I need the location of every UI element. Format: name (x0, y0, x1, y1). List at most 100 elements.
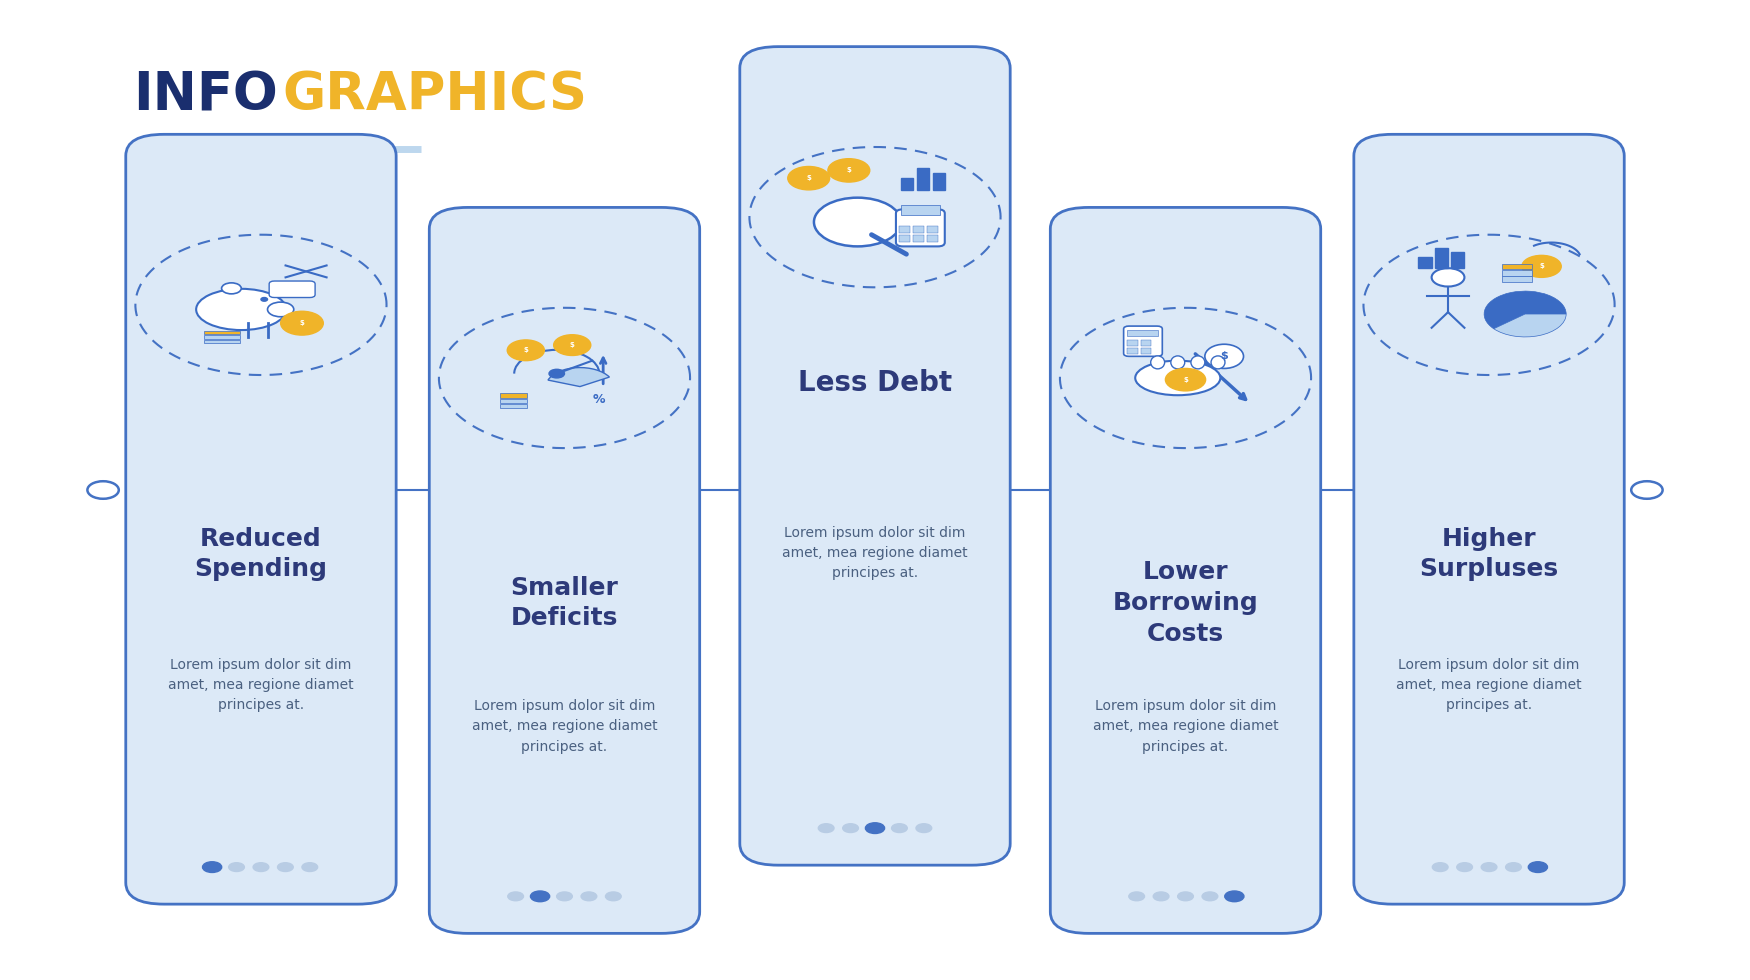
Circle shape (1505, 862, 1521, 871)
Bar (1141, 340, 1152, 346)
Bar (914, 234, 924, 241)
Text: $: $ (1538, 264, 1544, 270)
Circle shape (278, 862, 294, 871)
Bar (933, 173, 945, 190)
Circle shape (88, 481, 119, 499)
Bar (900, 234, 910, 241)
Bar (1502, 270, 1531, 275)
Bar (203, 330, 240, 334)
Circle shape (1528, 861, 1547, 872)
Text: $: $ (570, 342, 574, 348)
Bar (1419, 257, 1431, 269)
Circle shape (530, 891, 550, 902)
Circle shape (1129, 892, 1144, 901)
Circle shape (891, 824, 906, 833)
Wedge shape (548, 368, 609, 386)
Bar (1127, 348, 1138, 354)
Circle shape (229, 862, 245, 871)
Circle shape (606, 892, 621, 901)
Text: $: $ (1220, 352, 1228, 362)
Text: $: $ (847, 168, 850, 173)
Text: Higher
Surpluses: Higher Surpluses (1419, 526, 1559, 581)
Bar (203, 335, 240, 339)
Bar (901, 178, 914, 190)
Ellipse shape (1152, 356, 1164, 368)
FancyBboxPatch shape (429, 208, 700, 933)
Circle shape (866, 823, 884, 834)
Circle shape (1456, 862, 1472, 871)
Text: Lorem ipsum dolor sit dim
amet, mea regione diamet
principes at.: Lorem ipsum dolor sit dim amet, mea regi… (473, 700, 658, 754)
Circle shape (1522, 256, 1561, 277)
Text: Reduced
Spending: Reduced Spending (194, 526, 327, 581)
Bar (499, 404, 527, 409)
Text: $: $ (1183, 376, 1188, 382)
Wedge shape (1494, 314, 1566, 337)
Bar (914, 226, 924, 232)
Bar (917, 169, 929, 190)
Text: Lorem ipsum dolor sit dim
amet, mea regione diamet
principes at.: Lorem ipsum dolor sit dim amet, mea regi… (168, 658, 354, 711)
Bar (1502, 264, 1531, 270)
Circle shape (1631, 481, 1662, 499)
Wedge shape (1484, 291, 1566, 328)
FancyBboxPatch shape (1124, 326, 1162, 357)
Circle shape (814, 198, 901, 246)
Circle shape (1432, 862, 1447, 871)
Bar (901, 206, 940, 216)
Bar (928, 226, 938, 232)
Bar (928, 234, 938, 241)
Text: Lorem ipsum dolor sit dim
amet, mea regione diamet
principes at.: Lorem ipsum dolor sit dim amet, mea regi… (782, 526, 968, 580)
Text: Less Debt: Less Debt (798, 368, 952, 397)
Bar (1141, 348, 1152, 354)
Ellipse shape (1192, 356, 1204, 368)
Circle shape (915, 824, 931, 833)
Circle shape (828, 159, 870, 182)
Circle shape (1432, 269, 1465, 286)
FancyBboxPatch shape (126, 134, 396, 905)
Circle shape (254, 862, 270, 871)
Text: Lower
Borrowing
Costs: Lower Borrowing Costs (1113, 561, 1258, 646)
Circle shape (507, 340, 544, 361)
Circle shape (819, 824, 835, 833)
FancyBboxPatch shape (1050, 208, 1321, 933)
Circle shape (507, 892, 523, 901)
Circle shape (222, 283, 242, 294)
Circle shape (550, 369, 565, 378)
Circle shape (788, 167, 830, 190)
Circle shape (261, 298, 268, 301)
Text: INFO: INFO (133, 70, 278, 122)
Circle shape (581, 892, 597, 901)
Circle shape (1202, 892, 1218, 901)
Circle shape (1166, 368, 1206, 391)
Bar (1502, 276, 1531, 282)
Circle shape (1480, 862, 1496, 871)
Circle shape (268, 302, 294, 317)
Bar (1451, 252, 1465, 269)
Text: $: $ (523, 347, 528, 353)
Bar (499, 394, 527, 398)
Circle shape (556, 892, 572, 901)
Circle shape (553, 335, 592, 356)
FancyBboxPatch shape (896, 210, 945, 246)
Circle shape (303, 862, 318, 871)
Text: $: $ (807, 175, 812, 181)
Text: $: $ (299, 320, 304, 326)
Bar (1127, 329, 1158, 336)
Circle shape (844, 824, 859, 833)
Ellipse shape (1204, 344, 1244, 368)
Circle shape (280, 312, 324, 335)
FancyBboxPatch shape (270, 281, 315, 298)
FancyBboxPatch shape (1354, 134, 1624, 905)
Ellipse shape (196, 289, 287, 330)
Ellipse shape (1136, 361, 1220, 395)
Text: %: % (592, 393, 605, 406)
Ellipse shape (1171, 356, 1185, 368)
Text: GRAPHICS: GRAPHICS (282, 70, 586, 122)
FancyBboxPatch shape (740, 47, 1010, 865)
Bar (900, 226, 910, 232)
Ellipse shape (1211, 356, 1225, 368)
Text: Lorem ipsum dolor sit dim
amet, mea regione diamet
principes at.: Lorem ipsum dolor sit dim amet, mea regi… (1092, 700, 1278, 754)
Text: Lorem ipsum dolor sit dim
amet, mea regione diamet
principes at.: Lorem ipsum dolor sit dim amet, mea regi… (1396, 658, 1582, 711)
Bar (1127, 340, 1138, 346)
Circle shape (1178, 892, 1194, 901)
Bar (499, 399, 527, 403)
